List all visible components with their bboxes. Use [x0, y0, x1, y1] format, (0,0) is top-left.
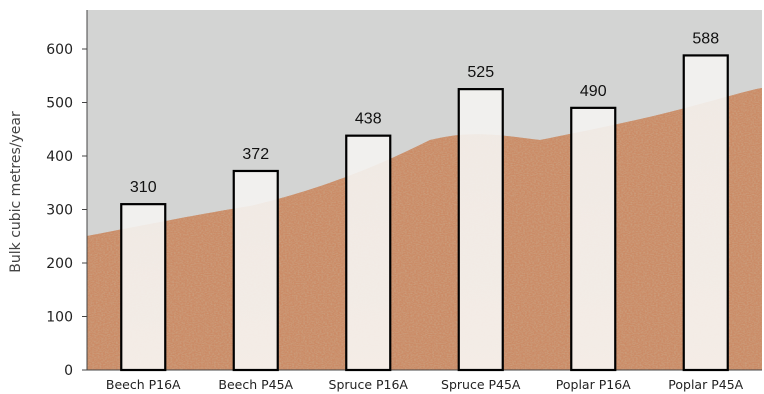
- bars: 310 372 438 525 490 588: [120, 30, 729, 372]
- bar-value-label: 490: [580, 83, 607, 100]
- x-axis-tick-labels: Beech P16A Beech P45A Spruce P16A Spruce P4…: [106, 377, 744, 392]
- y-tick-label: 200: [46, 256, 73, 272]
- x-tick-label: Beech P16A: [106, 377, 181, 392]
- bar: [682, 54, 729, 372]
- x-tick-label: Spruce P16A: [329, 377, 409, 392]
- y-tick-label: 300: [46, 203, 73, 219]
- bar-value-label: 438: [355, 111, 382, 128]
- bar: [232, 169, 279, 372]
- y-tick-label: 400: [46, 149, 73, 165]
- y-tick-label: 600: [46, 42, 73, 58]
- bar-value-label: 310: [130, 179, 157, 196]
- bar: [457, 88, 504, 372]
- y-tick-label: 500: [46, 96, 73, 112]
- x-tick-label: Spruce P45A: [441, 377, 521, 392]
- y-axis-title: Bulk cubic metres/year: [8, 111, 24, 273]
- x-tick-label: Poplar P16A: [556, 377, 631, 392]
- bar-value-label: 525: [467, 64, 494, 81]
- bar: [345, 134, 392, 372]
- bar: [570, 106, 617, 372]
- bar: [120, 203, 167, 372]
- x-tick-label: Beech P45A: [218, 377, 293, 392]
- bar-value-label: 588: [692, 30, 719, 47]
- x-tick-label: Poplar P45A: [668, 377, 743, 392]
- y-axis-ticks: 0 100 200 300 400 500 600: [46, 42, 87, 379]
- bar-value-label: 372: [242, 146, 269, 163]
- y-tick-label: 100: [46, 310, 73, 326]
- y-tick-label: 0: [64, 363, 73, 379]
